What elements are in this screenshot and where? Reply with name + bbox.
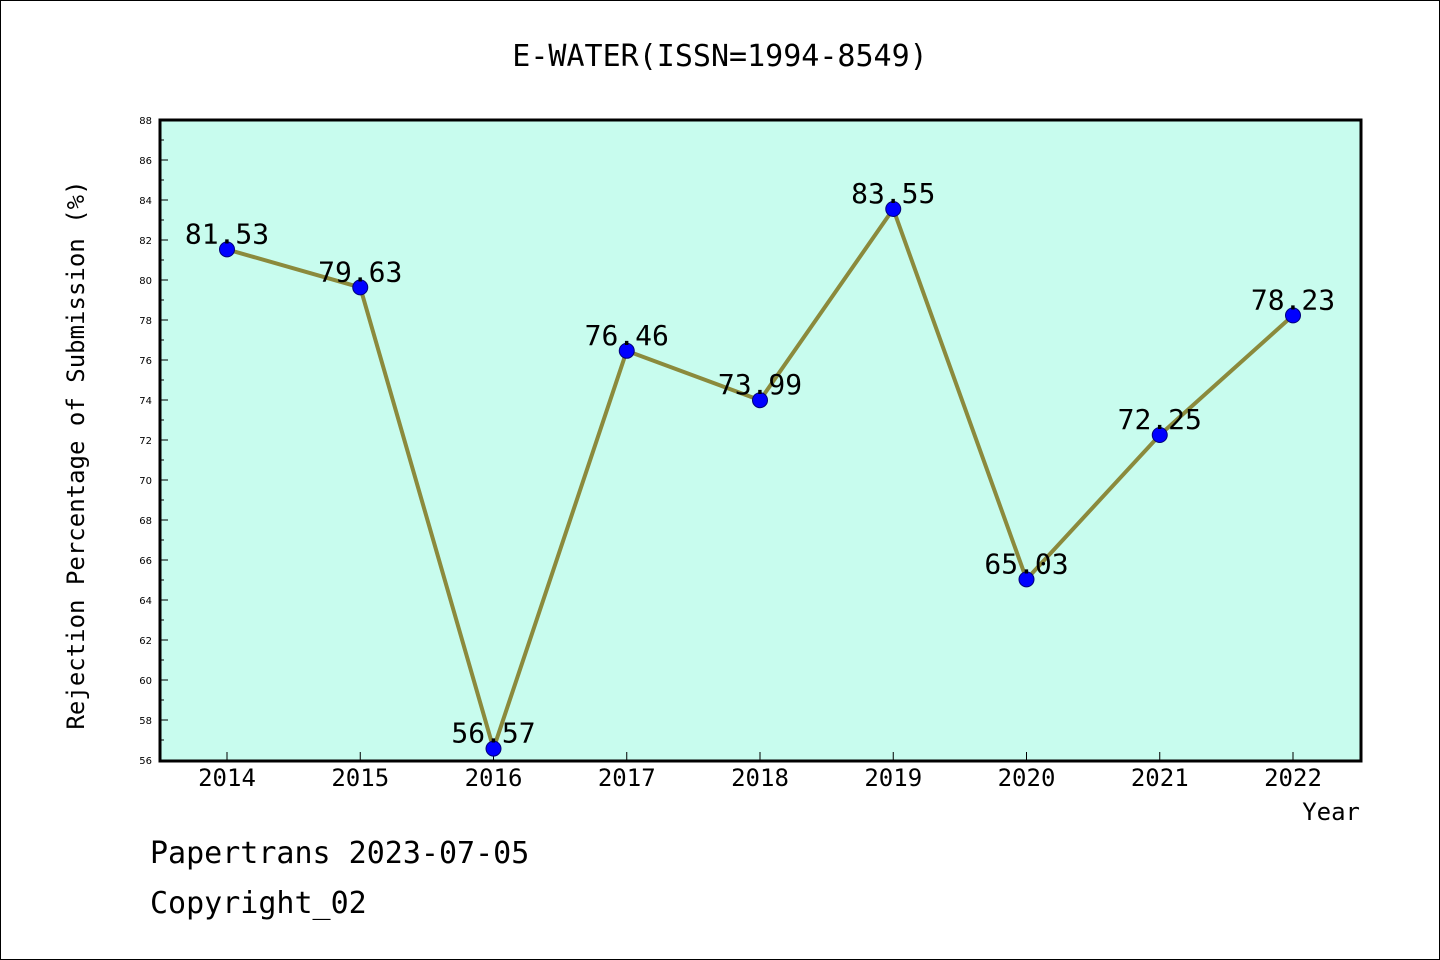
y-tick-label: 60 [139,676,152,687]
x-tick-label: 2016 [465,764,523,792]
x-tick-label: 2014 [198,764,256,792]
data-point [885,201,902,217]
data-point [618,342,635,359]
y-tick-label: 70 [139,476,152,487]
footer-date-text: Papertrans 2023-07-05 [150,836,530,871]
x-tick-label: 2018 [731,764,789,792]
y-tick-label: 86 [139,156,152,167]
x-tick-label: 2017 [598,764,656,792]
data-point [1018,571,1035,588]
data-point [1151,427,1168,443]
x-axis-label: Year [1302,798,1360,826]
y-axis-label: Rejection Percentage of Submission (%) [62,180,90,729]
data-label: 73.99 [718,368,802,401]
data-label: 56.57 [451,717,535,750]
data-label: 78.23 [1251,283,1335,316]
y-tick-label: 80 [139,276,152,287]
x-tick-label: 2021 [1131,764,1189,792]
data-label: 72.25 [1118,403,1202,436]
x-tick-label: 2019 [864,764,922,792]
y-tick-label: 82 [139,236,152,247]
chart-title: E-WATER(ISSN=1994-8549) [512,39,927,74]
plot-area [160,120,1361,761]
data-point [1285,307,1301,324]
footer-copyright-text: Copyright_02 [150,886,367,921]
data-label: 81.53 [185,217,269,250]
y-tick-label: 64 [139,596,152,607]
y-tick-label: 72 [139,436,152,447]
y-tick-label: 74 [139,396,152,407]
y-tick-label: 58 [139,716,152,727]
y-tick-label: 66 [139,556,152,567]
data-label: 79.63 [318,255,402,288]
data-label: 65.03 [984,547,1068,580]
y-tick-label: 76 [139,356,152,367]
y-tick-label: 56 [139,756,152,767]
data-point [352,279,369,296]
data-point [219,241,235,258]
data-label: 83.55 [851,177,935,210]
y-tick-label: 62 [139,636,152,647]
plot-border [158,118,1363,763]
data-point [752,392,768,409]
x-tick-label: 2015 [331,764,389,792]
y-tick-label: 88 [139,116,152,127]
x-tick-label: 2020 [998,764,1056,792]
y-tick-label: 84 [139,196,152,207]
data-label: 76.46 [585,319,669,352]
data-point [485,740,502,757]
x-tick-label: 2022 [1264,764,1322,792]
y-tick-label: 78 [139,316,152,327]
y-tick-label: 68 [139,516,152,527]
